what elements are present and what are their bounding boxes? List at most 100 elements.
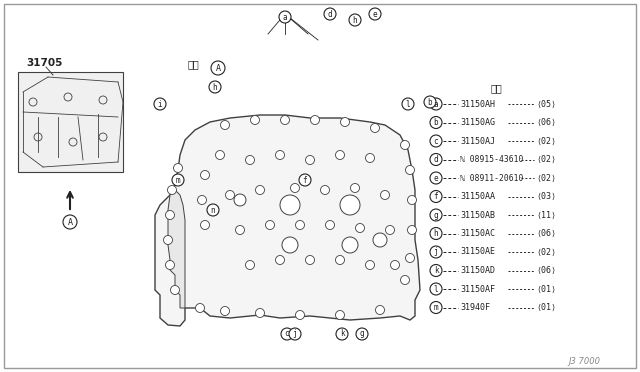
Circle shape: [173, 164, 182, 173]
Circle shape: [335, 256, 344, 264]
Circle shape: [406, 253, 415, 263]
Text: c: c: [434, 137, 438, 145]
Text: 31705: 31705: [26, 58, 62, 68]
Circle shape: [250, 115, 259, 125]
Text: m: m: [176, 176, 180, 185]
Circle shape: [305, 256, 314, 264]
Text: 31150AJ: 31150AJ: [460, 137, 495, 145]
Text: A: A: [216, 64, 221, 73]
Circle shape: [408, 196, 417, 205]
Circle shape: [335, 311, 344, 320]
Text: ℕ 08915-43610: ℕ 08915-43610: [460, 155, 524, 164]
Circle shape: [430, 98, 442, 110]
Circle shape: [365, 154, 374, 163]
Text: e: e: [372, 10, 378, 19]
Text: f: f: [434, 192, 438, 201]
Text: 31150AC: 31150AC: [460, 229, 495, 238]
Text: ⟨02⟩: ⟨02⟩: [536, 173, 556, 183]
Text: ⟨02⟩: ⟨02⟩: [536, 155, 556, 164]
Text: d: d: [328, 10, 332, 19]
Text: J3 7000: J3 7000: [568, 357, 600, 366]
Circle shape: [216, 151, 225, 160]
Circle shape: [172, 174, 184, 186]
Circle shape: [246, 260, 255, 269]
Circle shape: [408, 225, 417, 234]
Circle shape: [430, 228, 442, 240]
Text: h: h: [212, 83, 218, 92]
Circle shape: [365, 260, 374, 269]
Circle shape: [335, 151, 344, 160]
Circle shape: [430, 154, 442, 166]
Circle shape: [234, 194, 246, 206]
Text: ⟨03⟩: ⟨03⟩: [536, 192, 556, 201]
Text: a: a: [434, 99, 438, 109]
Text: k: k: [340, 330, 344, 339]
Text: 31150AF: 31150AF: [460, 285, 495, 294]
Text: d: d: [434, 155, 438, 164]
Circle shape: [211, 61, 225, 75]
Circle shape: [385, 225, 394, 234]
Text: k: k: [434, 266, 438, 275]
Text: 矢視: 矢視: [188, 59, 200, 69]
Circle shape: [275, 151, 285, 160]
Text: b: b: [428, 97, 432, 106]
Circle shape: [280, 195, 300, 215]
Circle shape: [356, 328, 368, 340]
Circle shape: [246, 155, 255, 164]
Text: b: b: [434, 118, 438, 127]
Circle shape: [326, 221, 335, 230]
Circle shape: [424, 96, 436, 108]
Bar: [18, 72, 123, 172]
Circle shape: [430, 264, 442, 276]
Circle shape: [63, 215, 77, 229]
Circle shape: [209, 81, 221, 93]
Text: ⟨05⟩: ⟨05⟩: [536, 99, 556, 109]
Circle shape: [305, 155, 314, 164]
Circle shape: [200, 170, 209, 180]
Circle shape: [351, 183, 360, 192]
Circle shape: [349, 14, 361, 26]
Text: g: g: [360, 330, 364, 339]
Text: 31150AB: 31150AB: [460, 211, 495, 219]
Circle shape: [166, 260, 175, 269]
Circle shape: [340, 118, 349, 126]
Text: 31150AG: 31150AG: [460, 118, 495, 127]
Text: 31150AA: 31150AA: [460, 192, 495, 201]
Text: A: A: [67, 218, 72, 227]
Circle shape: [402, 98, 414, 110]
Text: e: e: [434, 173, 438, 183]
Circle shape: [221, 307, 230, 315]
Text: ⟨01⟩: ⟨01⟩: [536, 303, 556, 312]
Text: ⟨01⟩: ⟨01⟩: [536, 285, 556, 294]
Circle shape: [321, 186, 330, 195]
Text: l: l: [406, 99, 410, 109]
Text: 31940F: 31940F: [460, 303, 490, 312]
Circle shape: [336, 328, 348, 340]
Text: ⟨02⟩: ⟨02⟩: [536, 247, 556, 257]
Circle shape: [381, 190, 390, 199]
Text: l: l: [434, 285, 438, 294]
Circle shape: [430, 283, 442, 295]
Text: ℕ 08911-20610: ℕ 08911-20610: [460, 173, 524, 183]
Circle shape: [279, 11, 291, 23]
Circle shape: [166, 211, 175, 219]
Circle shape: [282, 237, 298, 253]
Circle shape: [296, 311, 305, 320]
FancyBboxPatch shape: [4, 4, 636, 368]
Circle shape: [401, 141, 410, 150]
Circle shape: [255, 308, 264, 317]
Circle shape: [255, 186, 264, 195]
Circle shape: [266, 221, 275, 230]
Circle shape: [401, 276, 410, 285]
Circle shape: [291, 183, 300, 192]
Circle shape: [207, 204, 219, 216]
Circle shape: [198, 196, 207, 205]
Circle shape: [154, 98, 166, 110]
Text: 31150AE: 31150AE: [460, 247, 495, 257]
Text: i: i: [157, 99, 163, 109]
Text: ⟨06⟩: ⟨06⟩: [536, 229, 556, 238]
Circle shape: [406, 166, 415, 174]
Circle shape: [168, 186, 177, 195]
Text: ⟨06⟩: ⟨06⟩: [536, 266, 556, 275]
Circle shape: [170, 285, 179, 295]
